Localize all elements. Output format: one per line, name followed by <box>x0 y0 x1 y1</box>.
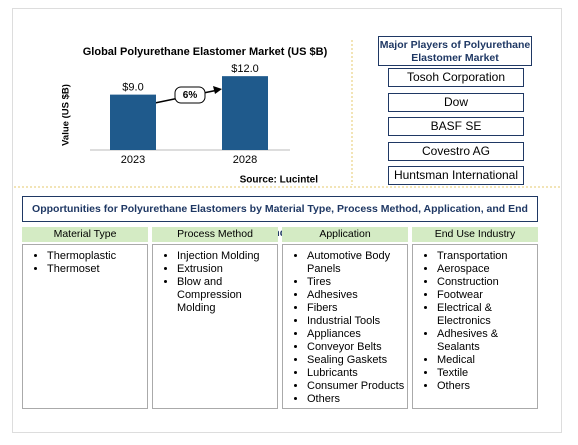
frame <box>12 8 562 433</box>
item: Aerospace <box>437 263 537 276</box>
column-body: Injection MoldingExtrusionBlow and Compr… <box>152 244 278 409</box>
value-label: $12.0 <box>231 63 259 75</box>
company: Huntsman International <box>388 166 524 185</box>
column-header: End Use Industry <box>412 227 538 242</box>
annotation-box <box>174 86 206 104</box>
annotation: 6% <box>183 90 198 101</box>
column-body: TransportationAerospaceConstructionFootw… <box>412 244 538 409</box>
column-header: Application <box>282 227 408 242</box>
item: Automotive Body Panels <box>307 250 407 276</box>
item: Lubricants <box>307 367 407 380</box>
item: Adhesives & Sealants <box>437 328 537 354</box>
item: Electrical & Electronics <box>437 302 537 328</box>
item: Adhesives <box>307 289 407 302</box>
chart: Global Polyurethane Elastomer Market (US… <box>14 40 560 188</box>
item: Transportation <box>437 250 537 263</box>
item: Construction <box>437 276 537 289</box>
company: BASF SE <box>388 117 524 136</box>
item: Thermoplastic <box>47 250 147 263</box>
item: Footwear <box>437 289 537 302</box>
item: Others <box>437 380 537 393</box>
item: Appliances <box>307 328 407 341</box>
item-list: Injection MoldingExtrusionBlow and Compr… <box>153 250 277 315</box>
column-header: Process Method <box>152 227 278 242</box>
column-header: Material Type <box>22 227 148 242</box>
item: Blow and Compression Molding <box>177 276 277 315</box>
item: Sealing Gaskets <box>307 354 407 367</box>
item: Industrial Tools <box>307 315 407 328</box>
column-body: ThermoplasticThermoset <box>22 244 148 409</box>
x-tick-label: 2028 <box>233 154 257 166</box>
value-label: $9.0 <box>122 82 143 94</box>
item: Others <box>307 393 407 406</box>
chart-title: Global Polyurethane Elastomer Market (US… <box>83 46 328 58</box>
item-list: TransportationAerospaceConstructionFootw… <box>413 250 537 393</box>
bar <box>222 76 268 150</box>
item: Medical <box>437 354 537 367</box>
bar <box>110 94 156 150</box>
item: Tires <box>307 276 407 289</box>
company: Tosoh Corporation <box>388 68 524 87</box>
item: Consumer Products <box>307 380 407 393</box>
item: Conveyor Belts <box>307 341 407 354</box>
item-list: ThermoplasticThermoset <box>23 250 147 276</box>
item: Extrusion <box>177 263 277 276</box>
item: Fibers <box>307 302 407 315</box>
source: Source: Lucintel <box>240 175 319 186</box>
y-axis-label: Value (US $B) <box>61 84 72 146</box>
arrow-head <box>213 86 222 94</box>
x-tick-label: 2023 <box>121 154 145 166</box>
item: Thermoset <box>47 263 147 276</box>
players-title: Major Players of Polyurethane Elastomer … <box>378 36 532 66</box>
column-body: Automotive Body PanelsTiresAdhesivesFibe… <box>282 244 408 409</box>
company: Covestro AG <box>388 141 524 161</box>
item: Textile <box>437 367 537 380</box>
item-list: Automotive Body PanelsTiresAdhesivesFibe… <box>283 250 407 406</box>
company: Dow <box>388 92 524 112</box>
item: Injection Molding <box>177 250 277 263</box>
opportunities-title: Opportunities for Polyurethane Elastomer… <box>22 196 538 239</box>
